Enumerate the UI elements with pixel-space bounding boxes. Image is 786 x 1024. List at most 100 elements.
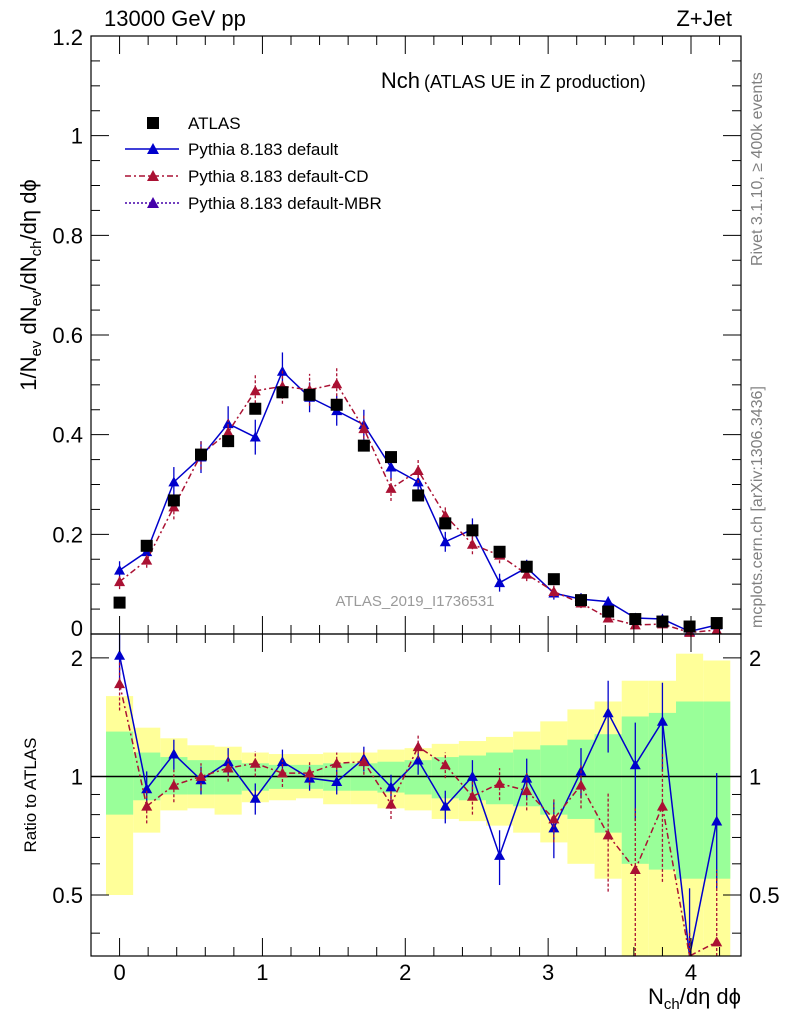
- data-point: [113, 596, 126, 609]
- data-point: [331, 378, 343, 389]
- data-point: [167, 494, 180, 507]
- y-tick-label: 0.8: [52, 223, 83, 248]
- y-tick-label: 0.2: [52, 522, 83, 547]
- ratio-y-tick-label: 2: [71, 646, 83, 671]
- data-point: [385, 461, 397, 472]
- data-point: [412, 489, 425, 502]
- ratio-point: [114, 678, 126, 689]
- ratio-point: [114, 649, 126, 660]
- header-left: 13000 GeV pp: [104, 6, 246, 31]
- ratio-point: [141, 800, 153, 811]
- analysis-label: ATLAS_2019_I1736531: [335, 593, 494, 610]
- data-point: [358, 423, 370, 434]
- data-point: [656, 615, 669, 628]
- data-point: [385, 451, 397, 464]
- data-point: [575, 594, 587, 607]
- header-right: Z+Jet: [676, 6, 732, 31]
- chart-subtitle: (ATLAS UE in Z production): [424, 72, 646, 92]
- data-point: [439, 536, 451, 547]
- legend-label-atlas: ATLAS: [188, 114, 241, 133]
- data-point: [330, 398, 343, 411]
- x-tick-label: 3: [542, 960, 554, 985]
- ratio-point: [494, 777, 506, 788]
- ratio-point: [629, 864, 641, 875]
- ratio-y-tick-label: 1: [749, 764, 761, 789]
- y-tick-label: 1: [71, 124, 83, 149]
- ratio-point: [141, 783, 153, 794]
- ratio-point: [222, 762, 234, 773]
- data-point: [276, 386, 289, 399]
- data-point: [683, 620, 696, 633]
- ratio-point: [249, 792, 261, 803]
- x-tick-labels: 0 1 2 3 4: [113, 960, 697, 985]
- data-point: [547, 573, 560, 586]
- data-point: [168, 476, 180, 487]
- data-point: [629, 613, 642, 626]
- data-point: [303, 388, 316, 401]
- data-point: [548, 586, 560, 597]
- x-tick-label: 1: [256, 960, 268, 985]
- data-point: [521, 568, 533, 579]
- ratio-ylabel: Ratio to ATLAS: [21, 738, 40, 853]
- data-point: [114, 576, 126, 587]
- data-point: [493, 545, 506, 558]
- data-point: [439, 517, 452, 530]
- y-tick-label: 0.4: [52, 423, 83, 448]
- y-tick-label: 1.2: [52, 25, 83, 50]
- data-point: [602, 596, 614, 607]
- x-tick-label: 4: [685, 960, 697, 985]
- rivet-label: Rivet 3.1.10, ≥ 400k events: [749, 72, 766, 266]
- ratio-point: [331, 776, 343, 787]
- xlabel: Nch/dη dϕ: [648, 984, 741, 1013]
- ratio-point: [629, 759, 641, 770]
- legend-marker-default: [147, 143, 159, 154]
- data-point: [710, 617, 723, 630]
- legend-label-mbr: Pythia 8.183 default-MBR: [188, 194, 382, 213]
- ratio-point: [548, 813, 560, 824]
- ratio-point: [602, 829, 614, 840]
- data-point: [385, 482, 397, 493]
- legend-marker-mbr: [147, 197, 159, 208]
- legend-marker-atlas: [147, 117, 159, 129]
- ratio-y-tick-label: 2: [749, 646, 761, 671]
- data-point: [412, 465, 424, 475]
- ratio-point: [168, 748, 180, 759]
- ratio-point: [385, 781, 397, 792]
- legend-marker-cd: [147, 170, 159, 181]
- data-point: [141, 554, 153, 565]
- ratio-y-tick-label: 1: [71, 764, 83, 789]
- ratio-y-tick-label: 0.5: [749, 883, 780, 908]
- ratio-point: [358, 756, 370, 767]
- ratio-y-tick-label: 0.5: [52, 883, 83, 908]
- data-point: [195, 448, 207, 461]
- ratio-point: [331, 757, 343, 768]
- data-point: [249, 431, 261, 442]
- data-point: [357, 439, 370, 452]
- x-tick-label: 0: [113, 960, 125, 985]
- ratio-point: [439, 800, 451, 811]
- data-point: [222, 418, 234, 429]
- y-tick-label: 0.6: [52, 323, 83, 348]
- ratio-point: [711, 936, 723, 947]
- main-ylabel: 1/Nev dNev/dNch/dη dϕ: [16, 179, 45, 391]
- main-plot-area: [113, 352, 723, 637]
- y-tick-label: 0: [71, 616, 83, 641]
- x-tick-label: 2: [399, 960, 411, 985]
- ratio-point: [656, 800, 668, 811]
- data-point: [222, 435, 235, 448]
- ratio-series-line: [118, 683, 718, 958]
- ratio-point: [494, 849, 506, 860]
- main-panel: 0 0.2 0.4 0.6 0.8 1 1.2 Nch (ATLAS UE in Z pro…: [16, 25, 742, 641]
- ratio-point: [656, 715, 668, 726]
- ratio-point: [466, 790, 478, 801]
- data-point: [602, 605, 615, 618]
- data-point: [140, 539, 153, 552]
- ratio-point: [385, 798, 397, 809]
- band-inner: [106, 731, 134, 815]
- band-inner: [676, 701, 704, 879]
- data-point: [466, 524, 479, 537]
- chart-title: Nch: [381, 68, 420, 93]
- ratio-point: [412, 754, 424, 765]
- ratio-point: [304, 767, 316, 778]
